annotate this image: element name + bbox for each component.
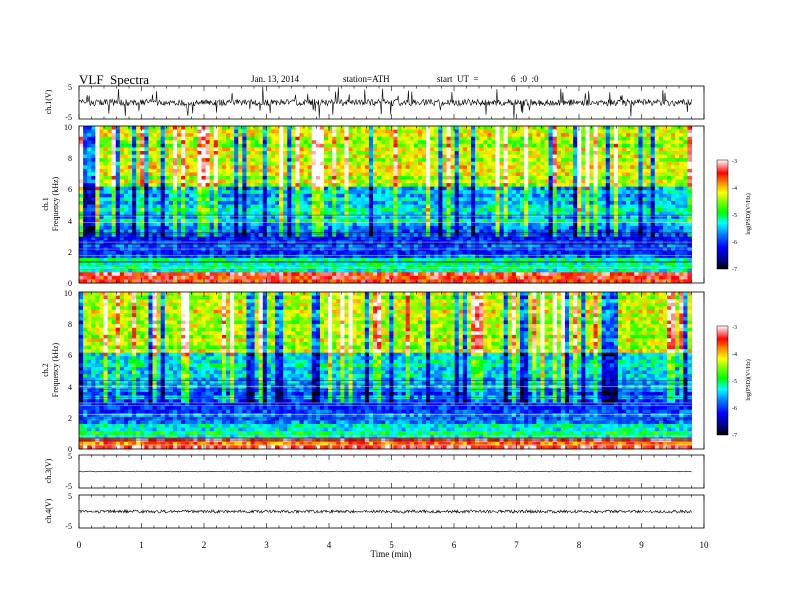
ch2-colorbar: -3 -4 -5 -6 -7 log(PSD)(V²/Hz)	[716, 325, 752, 439]
chart-title: VLF Spectra	[79, 72, 150, 87]
xtick-1: 1	[139, 540, 144, 550]
ch1-spectrogram-cells	[79, 126, 692, 284]
xtick-0: 0	[77, 540, 82, 550]
ch4-ylabel: ch.4(V)	[44, 498, 53, 523]
ch2-spectrogram-panel: 10 8 6 4 2 0 ch.2 Frequency (kHz)	[41, 289, 705, 454]
ch1-ylabel: ch.1(V)	[44, 89, 53, 114]
ch1-cb-tick-m4: -4	[732, 186, 737, 192]
x-axis-label: Time (min)	[371, 549, 412, 559]
ch2-spectrogram-cells	[79, 292, 692, 450]
ch2-cb-tick-m5: -5	[732, 379, 737, 385]
ch1-waveform-line	[78, 86, 692, 119]
ch1-frequency-label: Frequency (kHz)	[51, 176, 60, 231]
ch4-waveform-panel: 5 -5 ch.4(V)	[44, 492, 705, 531]
ch2-cb-tick-m4: -4	[732, 352, 737, 358]
ch1-ytick-bottom: -5	[65, 113, 72, 122]
ch1-ylabel: ch.1	[41, 197, 50, 211]
ch1-colorbar: -3 -4 -5 -6 -7 log(PSD)(V²/Hz)	[716, 159, 752, 273]
xtick-4: 4	[327, 540, 332, 550]
xtick-6: 6	[452, 540, 457, 550]
ch1-ytick-0: 0	[68, 279, 72, 288]
ch1-spectrogram-panel: 10 8 6 4 2 0 ch.1 Frequency (kHz)	[41, 123, 705, 288]
x-axis: 0 1 2 3 4 5 6 7 8 9 10 Time (min)	[77, 540, 709, 559]
xtick-10: 10	[700, 540, 710, 550]
ch2-colorbar-gradient	[716, 325, 729, 436]
ch1-cb-tick-m6: -6	[732, 240, 737, 246]
ch1-cb-tick-m3: -3	[732, 159, 737, 165]
ch2-cb-tick-m3: -3	[732, 325, 737, 331]
xtick-5: 5	[389, 540, 394, 550]
ch2-ytick-6: 6	[68, 351, 72, 360]
ch1-ytick-6: 6	[68, 185, 72, 194]
xtick-3: 3	[264, 540, 269, 550]
start-ut-value: 6 :0 :0	[511, 74, 539, 84]
ch1-colorbar-gradient	[716, 159, 729, 270]
ch1-ytick-8: 8	[68, 154, 72, 163]
ch2-ytick-10: 10	[64, 289, 72, 298]
date-label: Jan. 13, 2014	[251, 74, 299, 84]
xtick-2: 2	[202, 540, 207, 550]
ch1-ytick-10: 10	[64, 123, 72, 132]
ch2-ytick-2: 2	[68, 414, 72, 423]
xtick-9: 9	[639, 540, 644, 550]
ch1-ytick-2: 2	[68, 248, 72, 257]
ch2-cb-tick-m7: -7	[732, 433, 737, 439]
ch3-waveform-panel: 5 -5 ch.3(V)	[44, 452, 705, 491]
xtick-8: 8	[577, 540, 582, 550]
ch2-ylabel: ch.2	[41, 363, 50, 377]
ch3-ytick-top: 5	[68, 452, 72, 461]
ch3-ylabel: ch.3(V)	[44, 458, 53, 483]
start-ut-label: start UT =	[437, 74, 479, 84]
ch1-cb-tick-m7: -7	[732, 267, 737, 273]
ch4-ytick-bottom: -5	[65, 522, 72, 531]
station-label: station=ATH	[343, 74, 390, 84]
ch2-colorbar-label: log(PSD)(V²/Hz)	[745, 359, 752, 400]
ch1-waveform-panel: 5 -5 ch.1(V)	[44, 83, 705, 122]
ch2-ytick-0: 0	[68, 445, 72, 454]
ch1-ytick-top: 5	[68, 83, 72, 92]
ch2-ytick-4: 4	[68, 383, 72, 392]
xtick-7: 7	[514, 540, 519, 550]
ch4-ytick-top: 5	[68, 492, 72, 501]
ch1-colorbar-label: log(PSD)(V²/Hz)	[745, 193, 752, 234]
ch4-waveform-line	[78, 508, 692, 514]
ch1-cb-tick-m5: -5	[732, 213, 737, 219]
ch2-ytick-8: 8	[68, 320, 72, 329]
ch1-ytick-4: 4	[68, 217, 72, 226]
ch3-waveform-line	[79, 470, 692, 473]
ch3-ytick-bottom: -5	[65, 482, 72, 491]
ch2-cb-tick-m6: -6	[732, 406, 737, 412]
time-tick-marks	[78, 86, 705, 528]
ch2-frequency-label: Frequency (kHz)	[51, 342, 60, 397]
